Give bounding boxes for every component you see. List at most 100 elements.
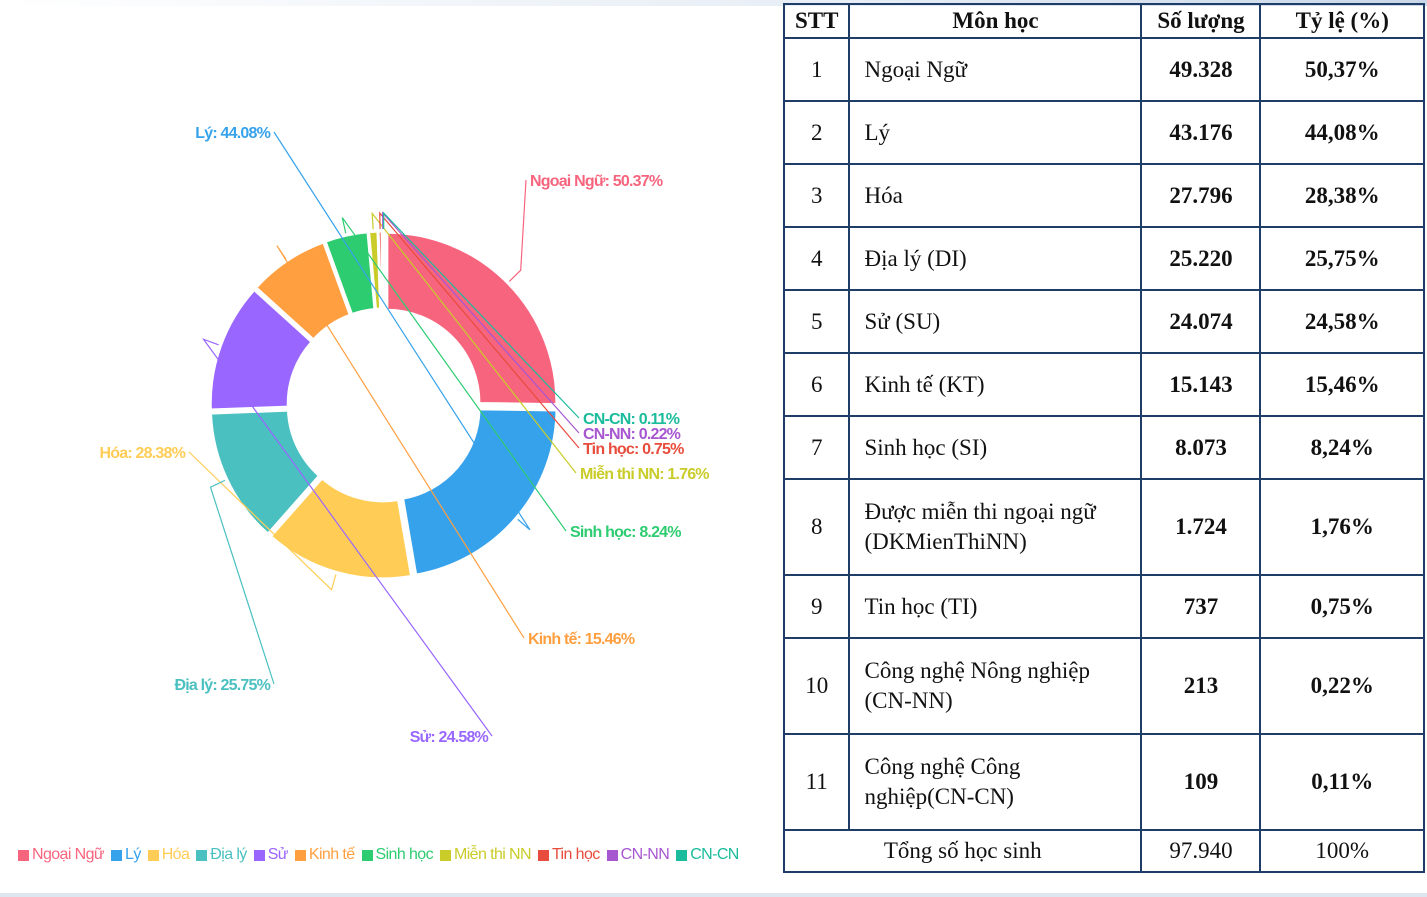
legend-label: CN-CN — [690, 846, 739, 863]
legend-label: Tin học — [551, 846, 600, 863]
row-subject: Công nghệ Công nghiệp(CN-CN) — [848, 733, 1143, 831]
row-subject: Kinh tế (KT) — [848, 352, 1143, 417]
label-hoa: Hóa: 28.38% — [100, 445, 186, 462]
slice-ly — [400, 407, 559, 577]
row-stt: 8 — [782, 478, 851, 576]
row-stt: 1 — [782, 37, 851, 102]
row-stt: 6 — [782, 352, 851, 417]
label-cn-cn: CN-CN: 0.11% — [583, 411, 680, 428]
table-row: 11 Công nghệ Công nghiệp(CN-CN) 109 0,11… — [782, 733, 1425, 831]
legend-item-ly[interactable]: Lý — [111, 846, 141, 864]
table-row: 1 Ngoại Ngữ 49.328 50,37% — [782, 37, 1425, 102]
row-count: 8.073 — [1140, 415, 1262, 480]
leader-hoa — [188, 451, 337, 591]
legend-item-cn-nn[interactable]: CN-NN — [606, 846, 670, 864]
slice-su — [208, 287, 315, 412]
row-count: 1.724 — [1140, 478, 1262, 576]
row-subject: Lý — [848, 100, 1143, 165]
legend-label: Hóa — [161, 846, 190, 863]
row-stt: 11 — [782, 733, 851, 831]
donut-chart: Ngoại Ngữ: 50.37% Lý: 44.08% Hóa: 28.38% Đị… — [100, 125, 711, 746]
row-count: 15.143 — [1140, 352, 1262, 417]
label-ly: Lý: 44.08% — [195, 125, 270, 142]
row-subject: Sinh học (SI) — [848, 415, 1143, 480]
legend-item-hoa[interactable]: Hóa — [147, 846, 190, 864]
legend-label: Địa lý — [210, 846, 247, 863]
table-row: 10 Công nghệ Nông nghiệp (CN-NN) 213 0,2… — [782, 637, 1425, 735]
legend-label: CN-NN — [620, 846, 670, 863]
legend-item-dia-ly[interactable]: Địa lý — [196, 846, 247, 864]
row-count: 27.796 — [1140, 163, 1262, 228]
row-rate: 44,08% — [1259, 100, 1425, 165]
leader-dia-ly — [209, 479, 275, 685]
leader-su — [201, 338, 493, 737]
legend-label: Kinh tế — [308, 846, 355, 863]
legend-swatch — [294, 849, 306, 861]
legend-item-mien-thi-nn[interactable]: Miễn thi NN — [439, 846, 532, 864]
row-stt: 9 — [782, 574, 851, 639]
legend-item-sinh-hoc[interactable]: Sinh học — [361, 846, 434, 864]
label-ngoai-ngu: Ngoại Ngữ: 50.37% — [530, 173, 663, 190]
row-rate: 0,11% — [1259, 733, 1425, 831]
row-subject: Sử (SU) — [848, 289, 1143, 354]
row-stt: 4 — [782, 226, 851, 291]
total-rate: 100% — [1259, 829, 1425, 873]
row-stt: 10 — [782, 637, 851, 735]
legend-item-ngoai-ngu[interactable]: Ngoại Ngữ — [18, 846, 105, 864]
chart-legend: Ngoại Ngữ Lý Hóa Địa lý Sử Kinh tế Sinh học Miễ… — [18, 846, 778, 864]
table-row: 2 Lý 43.176 44,08% — [782, 100, 1425, 165]
subject-table: STT Môn học Số lượng Tỷ lệ (%) 1 Ngoại N… — [782, 3, 1425, 873]
legend-item-cn-cn[interactable]: CN-CN — [676, 846, 739, 864]
legend-swatch — [196, 849, 208, 861]
row-rate: 0,75% — [1259, 574, 1425, 639]
row-count: 737 — [1140, 574, 1262, 639]
leader-tin-hoc — [379, 211, 580, 449]
legend-swatch — [606, 849, 618, 861]
table-row: 5 Sử (SU) 24.074 24,58% — [782, 289, 1425, 354]
legend-swatch — [361, 849, 373, 861]
header-stt: STT — [782, 3, 851, 39]
total-label: Tổng số học sinh — [782, 829, 1143, 873]
row-rate: 24,58% — [1259, 289, 1425, 354]
row-rate: 25,75% — [1259, 226, 1425, 291]
header-rate: Tỷ lệ (%) — [1259, 3, 1425, 39]
table-row: 6 Kinh tế (KT) 15.143 15,46% — [782, 352, 1425, 417]
legend-swatch — [439, 849, 451, 861]
row-subject: Công nghệ Nông nghiệp (CN-NN) — [848, 637, 1143, 735]
total-row: Tổng số học sinh 97.940 100% — [782, 829, 1425, 873]
legend-swatch — [147, 849, 159, 861]
legend-swatch — [111, 849, 123, 861]
total-count: 97.940 — [1140, 829, 1262, 873]
slice-cn-cn — [381, 229, 386, 311]
legend-label: Sinh học — [375, 846, 434, 863]
top-band — [0, 0, 1427, 6]
row-stt: 5 — [782, 289, 851, 354]
legend-swatch — [253, 849, 265, 861]
table-row: 4 Địa lý (DI) 25.220 25,75% — [782, 226, 1425, 291]
legend-item-kinh-te[interactable]: Kinh tế — [294, 846, 355, 864]
row-rate: 50,37% — [1259, 37, 1425, 102]
table-row: 3 Hóa 27.796 28,38% — [782, 163, 1425, 228]
legend-label: Ngoại Ngữ — [32, 846, 105, 863]
header-subject: Môn học — [848, 3, 1143, 39]
row-rate: 15,46% — [1259, 352, 1425, 417]
row-subject: Tin học (TI) — [848, 574, 1143, 639]
label-sinh-hoc: Sinh học: 8.24% — [570, 524, 681, 541]
row-subject: Địa lý (DI) — [848, 226, 1143, 291]
row-count: 213 — [1140, 637, 1262, 735]
label-tin-hoc: Tin học: 0.75% — [583, 441, 684, 458]
label-su: Sử: 24.58% — [410, 729, 489, 746]
table-row: 7 Sinh học (SI) 8.073 8,24% — [782, 415, 1425, 480]
legend-label: Miễn thi NN — [453, 846, 532, 863]
label-cn-nn: CN-NN: 0.22% — [583, 426, 681, 443]
row-count: 25.220 — [1140, 226, 1262, 291]
bottom-band — [0, 893, 1427, 897]
leader-ly — [273, 131, 531, 531]
legend-label: Sử — [267, 846, 289, 863]
row-count: 43.176 — [1140, 100, 1262, 165]
legend-item-su[interactable]: Sử — [253, 846, 289, 864]
leader-cn-cn — [383, 211, 580, 419]
row-stt: 2 — [782, 100, 851, 165]
table-header-row: STT Môn học Số lượng Tỷ lệ (%) — [782, 3, 1425, 39]
legend-item-tin-hoc[interactable]: Tin học — [537, 846, 600, 864]
